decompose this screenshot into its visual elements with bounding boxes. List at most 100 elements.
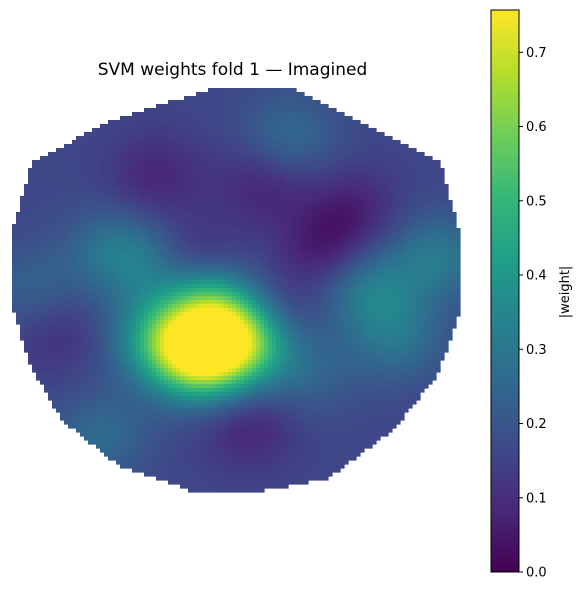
heatmap-cell (332, 256, 337, 261)
heatmap-cell (36, 264, 41, 269)
heatmap-cell (264, 104, 269, 109)
heatmap-cell (292, 296, 297, 301)
heatmap-cell (92, 132, 97, 137)
heatmap-cell (352, 260, 357, 265)
heatmap-cell (240, 196, 245, 201)
heatmap-cell (412, 240, 417, 245)
heatmap-cell (304, 200, 309, 205)
heatmap-cell (292, 100, 297, 105)
heatmap-cell (412, 264, 417, 269)
heatmap-cell (340, 248, 345, 253)
heatmap-cell (284, 248, 289, 253)
heatmap-cell (332, 220, 337, 225)
heatmap-cell (296, 120, 301, 125)
heatmap-cell (128, 300, 133, 305)
heatmap-cell (276, 156, 281, 161)
heatmap-cell (172, 220, 177, 225)
heatmap-cell (268, 116, 273, 121)
heatmap-cell (188, 256, 193, 261)
heatmap-cell (276, 204, 281, 209)
heatmap-cell (268, 112, 273, 117)
heatmap-cell (132, 136, 137, 141)
heatmap-cell (368, 148, 373, 153)
heatmap-cell (184, 108, 189, 113)
heatmap-cell (252, 200, 257, 205)
heatmap-cell (180, 300, 185, 305)
heatmap-cell (196, 180, 201, 185)
heatmap-cell (140, 292, 145, 297)
heatmap-cell (164, 156, 169, 161)
heatmap-cell (208, 180, 213, 185)
heatmap-cell (296, 108, 301, 113)
heatmap-cell (180, 220, 185, 225)
heatmap-cell (344, 200, 349, 205)
heatmap-cell (108, 224, 113, 229)
heatmap-cell (276, 128, 281, 133)
heatmap-cell (56, 204, 61, 209)
heatmap-cell (208, 220, 213, 225)
heatmap-cell (200, 112, 205, 117)
heatmap-cell (288, 240, 293, 245)
heatmap-cell (364, 128, 369, 133)
heatmap-cell (416, 152, 421, 157)
heatmap-cell (260, 168, 265, 173)
heatmap-cell (404, 292, 409, 297)
heatmap-cell (332, 180, 337, 185)
heatmap-cell (124, 152, 129, 157)
heatmap-cell (336, 216, 341, 221)
heatmap-cell (84, 208, 89, 213)
heatmap-cell (212, 164, 217, 169)
heatmap-cell (276, 200, 281, 205)
heatmap-cell (188, 220, 193, 225)
heatmap-cell (208, 284, 213, 289)
heatmap-cell (160, 232, 165, 237)
heatmap-cell (428, 280, 433, 285)
heatmap-cell (164, 248, 169, 253)
heatmap-cell (68, 152, 73, 157)
heatmap-cell (92, 160, 97, 165)
heatmap-cell (160, 180, 165, 185)
heatmap-cell (448, 216, 453, 221)
heatmap-cell (392, 212, 397, 217)
heatmap-cell (228, 284, 233, 289)
heatmap-cell (204, 236, 209, 241)
heatmap-cell (300, 116, 305, 121)
heatmap-cell (16, 296, 21, 301)
heatmap-cell (40, 252, 45, 257)
heatmap-cell (276, 120, 281, 125)
heatmap-cell (424, 164, 429, 169)
heatmap-cell (200, 144, 205, 149)
heatmap-cell (440, 168, 445, 173)
heatmap-cell (324, 296, 329, 301)
heatmap-cell (120, 272, 125, 277)
heatmap-cell (152, 184, 157, 189)
heatmap-cell (220, 156, 225, 161)
heatmap-cell (48, 232, 53, 237)
heatmap-cell (244, 216, 249, 221)
heatmap-cell (164, 116, 169, 121)
heatmap-cell (176, 260, 181, 265)
heatmap-cell (296, 168, 301, 173)
heatmap-cell (436, 280, 441, 285)
heatmap-cell (208, 156, 213, 161)
heatmap-cell (72, 216, 77, 221)
heatmap-cell (172, 156, 177, 161)
heatmap-cell (192, 136, 197, 141)
heatmap-cell (36, 208, 41, 213)
heatmap-cell (268, 216, 273, 221)
heatmap-cell (164, 200, 169, 205)
heatmap-cell (164, 188, 169, 193)
heatmap-cell (216, 220, 221, 225)
heatmap-cell (340, 168, 345, 173)
heatmap-cell (200, 196, 205, 201)
heatmap-cell (216, 216, 221, 221)
heatmap-cell (284, 132, 289, 137)
heatmap-cell (32, 200, 37, 205)
heatmap-cell (312, 140, 317, 145)
heatmap-cell (88, 248, 93, 253)
heatmap-cell (104, 180, 109, 185)
heatmap-cell (252, 260, 257, 265)
heatmap-cell (320, 256, 325, 261)
heatmap-cell (240, 264, 245, 269)
heatmap-cell (456, 228, 461, 233)
